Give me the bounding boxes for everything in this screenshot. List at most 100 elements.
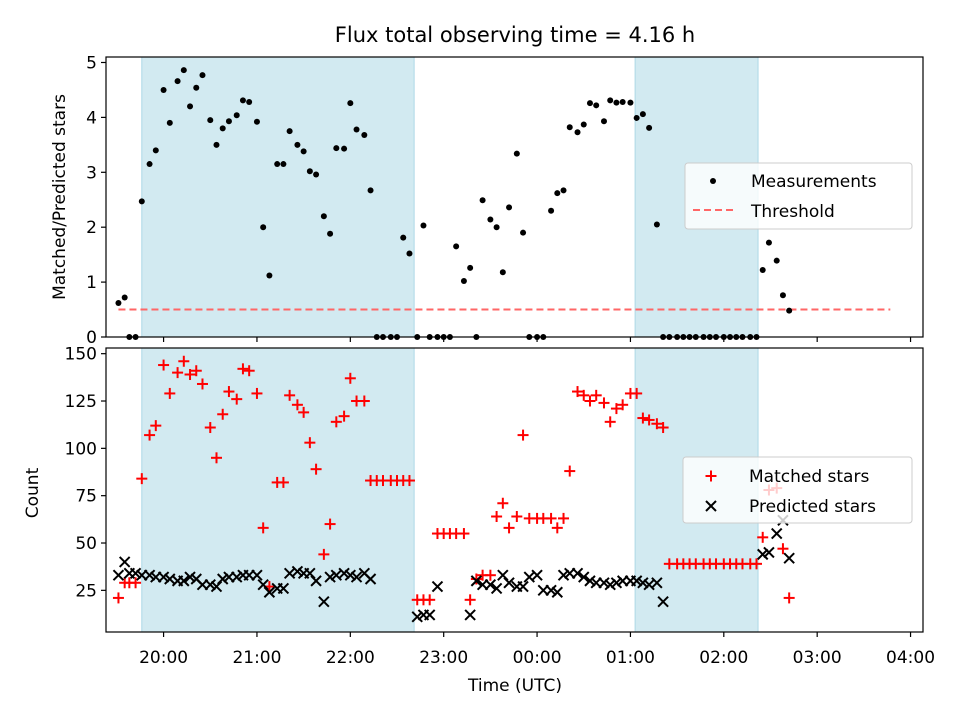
- matched-point: [358, 395, 370, 407]
- measurement-point: [759, 267, 766, 274]
- measurement-point: [633, 114, 640, 121]
- x-tick-label: 00:00: [513, 648, 562, 668]
- matched-point: [158, 359, 170, 371]
- measurement-point: [187, 103, 194, 110]
- matched-point: [210, 452, 222, 464]
- measurement-point: [586, 100, 593, 107]
- measurement-point: [174, 78, 181, 85]
- predicted-point: [610, 577, 623, 589]
- measurement-point: [213, 141, 220, 148]
- predicted-point: [557, 569, 570, 581]
- matched-point: [164, 387, 176, 399]
- matched-point: [237, 363, 249, 375]
- y-tick-label: 25: [75, 581, 97, 601]
- predicted-point: [531, 569, 543, 581]
- measurement-point: [280, 161, 287, 168]
- matched-point: [551, 522, 563, 534]
- matched-point: [178, 355, 190, 367]
- matched-point: [330, 416, 342, 428]
- measurement-point: [353, 126, 360, 133]
- predicted-point: [657, 595, 669, 608]
- predicted-point: [490, 582, 503, 595]
- predicted-point: [771, 527, 783, 540]
- matched-point: [464, 594, 476, 606]
- predicted-point: [277, 582, 290, 595]
- top-plot-frame: [105, 56, 924, 338]
- matched-point: [503, 522, 515, 534]
- measurement-point: [548, 207, 555, 214]
- measurement-point: [121, 294, 128, 301]
- predicted-point: [350, 571, 363, 583]
- measurement-point: [487, 216, 494, 223]
- bottom-x-axis: 20:00 21:00 22:00 23:00 00:00 01:00 02:00 03:00…: [139, 632, 935, 668]
- measurement-point: [294, 141, 301, 148]
- matched-point: [223, 386, 235, 398]
- matched-point: [545, 512, 557, 524]
- predicted-point: [411, 611, 423, 623]
- predicted-point: [318, 595, 330, 608]
- predicted-point: [598, 577, 610, 589]
- measurement-point: [341, 145, 348, 152]
- matched-point: [604, 416, 616, 428]
- predicted-point: [364, 573, 377, 585]
- predicted-point: [251, 569, 263, 581]
- observing-band: [141, 56, 415, 338]
- matched-point: [497, 497, 509, 509]
- legend-predicted-label: Predicted stars: [749, 497, 876, 517]
- matched-point: [617, 399, 629, 411]
- measurement-point: [207, 117, 214, 124]
- measurement-point: [266, 272, 273, 279]
- top-x-ticks: [162, 337, 912, 342]
- y-tick-label: 1: [86, 273, 97, 293]
- x-tick-label: 22:00: [326, 648, 375, 668]
- predicted-point: [338, 567, 350, 580]
- bottom-predicted-points: [112, 514, 795, 623]
- measurement-point: [260, 224, 267, 231]
- matched-point: [484, 569, 496, 581]
- predicted-point: [231, 571, 243, 583]
- matched-point: [291, 399, 303, 411]
- legend-x-marker: [705, 500, 717, 512]
- predicted-point: [464, 609, 476, 621]
- predicted-point: [551, 586, 564, 598]
- measurement-point: [406, 250, 413, 257]
- matched-point: [783, 592, 795, 604]
- measurement-point: [580, 121, 587, 128]
- matched-point: [403, 475, 415, 487]
- measurement-point: [253, 118, 260, 125]
- matched-point: [190, 365, 202, 377]
- measurement-point: [233, 112, 240, 119]
- matched-point: [517, 429, 529, 441]
- predicted-point: [604, 578, 616, 591]
- bottom-legend-box: [682, 456, 913, 524]
- predicted-point: [630, 575, 643, 587]
- legend-matched-marker: [705, 470, 717, 482]
- bottom-matched-points: [112, 355, 795, 606]
- matched-point: [572, 386, 584, 398]
- predicted-point: [637, 577, 649, 589]
- measurement-point: [554, 190, 561, 197]
- matched-point: [257, 522, 269, 534]
- measurement-point: [460, 278, 467, 284]
- y-tick-label: 50: [75, 534, 97, 554]
- predicted-point: [112, 569, 125, 581]
- bottom-panel: 20:00 21:00 22:00 23:00 00:00 01:00 02:00 03:00…: [23, 345, 935, 696]
- measurement-point: [300, 148, 307, 155]
- matched-point: [112, 592, 124, 604]
- measurement-point: [246, 99, 253, 106]
- matched-point: [470, 573, 482, 585]
- predicted-point: [423, 609, 436, 621]
- predicted-point: [157, 571, 170, 583]
- measurement-point: [166, 119, 173, 126]
- matched-point: [651, 418, 663, 430]
- predicted-point: [204, 578, 216, 591]
- matched-point: [458, 528, 470, 540]
- measurement-point: [274, 161, 281, 168]
- measurement-point: [786, 307, 793, 314]
- top-legend-box: [684, 162, 913, 230]
- predicted-point: [763, 546, 775, 559]
- matched-point: [558, 512, 570, 524]
- x-tick-label: 02:00: [699, 648, 748, 668]
- predicted-point: [517, 580, 529, 593]
